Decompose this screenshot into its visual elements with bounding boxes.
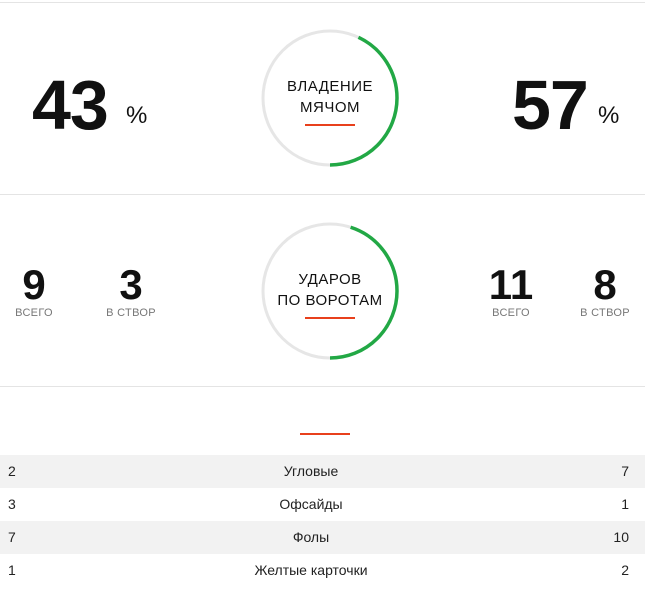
row-away-value: 1 (621, 496, 629, 512)
shots-ring-arc (261, 222, 399, 360)
table-accent-line (300, 433, 350, 435)
possession-accent-line (305, 124, 355, 126)
possession-away-value: 57 (512, 66, 589, 144)
possession-away-unit: % (598, 102, 620, 129)
row-label: Офсайды (279, 496, 343, 512)
stats-table: 2 Угловые 7 3 Офсайды 1 7 Фолы 10 1 Желт… (0, 455, 645, 587)
row-label: Угловые (283, 463, 339, 479)
possession-ring-arc (261, 29, 399, 167)
row-home-value: 1 (8, 562, 16, 578)
row-home-value: 3 (8, 496, 16, 512)
table-row: 3 Офсайды 1 (0, 488, 645, 521)
possession-title-line2: МЯЧОМ (300, 99, 360, 116)
shots-section: 9 ВСЕГО 3 В СТВОР УДАРОВ ПО ВОРОТАМ 11 В… (0, 194, 645, 386)
row-label: Фолы (292, 529, 330, 545)
table-row: 1 Желтые карточки 2 (0, 554, 645, 587)
table-row: 7 Фолы 10 (0, 521, 645, 554)
row-label: Желтые карточки (254, 562, 368, 578)
possession-ring-chart (261, 29, 399, 167)
shots-away-on-target: 8 (593, 261, 617, 308)
possession-ring: ВЛАДЕНИЕ МЯЧОМ (260, 28, 400, 168)
shots-accent-line (305, 317, 355, 319)
top-divider (0, 2, 645, 3)
shots-home-total: 9 (22, 261, 46, 308)
possession-title-line1: ВЛАДЕНИЕ (287, 78, 373, 95)
table-row: 2 Угловые 7 (0, 455, 645, 488)
row-home-value: 7 (8, 529, 16, 545)
shots-away-total: 11 (488, 261, 534, 308)
shots-home-total-label: ВСЕГО (15, 307, 53, 319)
row-away-value: 7 (621, 463, 629, 479)
shots-title-line2: ПО ВОРОТАМ (277, 292, 383, 309)
shots-away-on-target-label: В СТВОР (580, 307, 630, 319)
shots-home-on-target: 3 (119, 261, 143, 308)
possession-home-unit: % (126, 102, 148, 129)
shots-away-total-label: ВСЕГО (492, 307, 530, 319)
shots-ring: УДАРОВ ПО ВОРОТАМ (260, 221, 400, 361)
row-away-value: 2 (621, 562, 629, 578)
shots-title-line1: УДАРОВ (298, 271, 362, 288)
section-divider-2 (0, 386, 645, 387)
shots-ring-chart (261, 222, 399, 360)
possession-section: 43 % ВЛАДЕНИЕ МЯЧОМ 57 % (0, 0, 645, 194)
shots-home-on-target-label: В СТВОР (106, 307, 156, 319)
row-home-value: 2 (8, 463, 16, 479)
section-divider-1 (0, 194, 645, 195)
row-away-value: 10 (613, 529, 629, 545)
possession-home-value: 43 (32, 66, 109, 144)
